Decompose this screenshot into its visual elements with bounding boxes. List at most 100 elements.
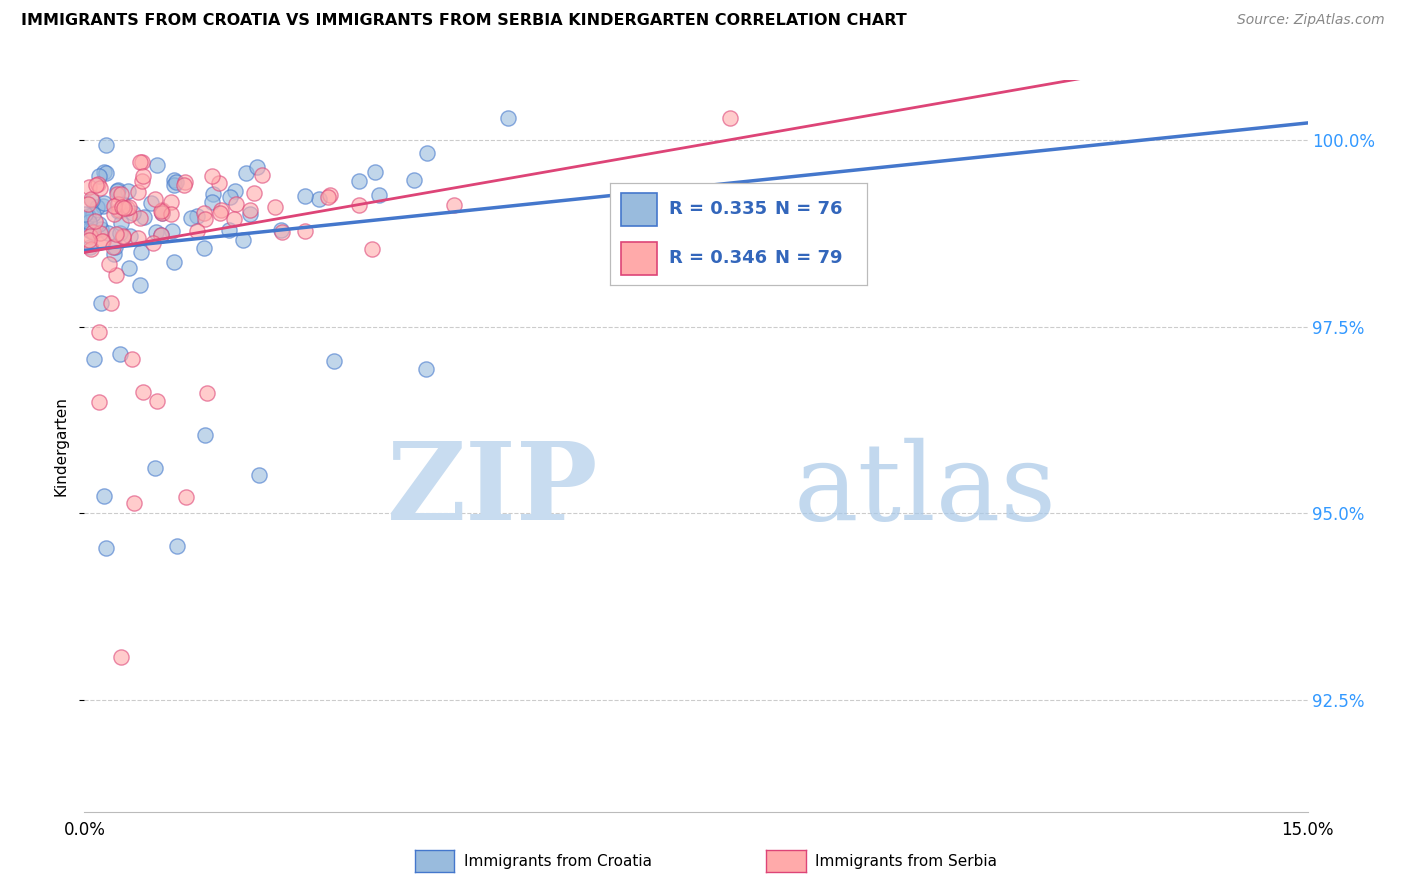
Point (294, 189, 316, 203)
Point (79, 228, 101, 243)
Text: Immigrants from Croatia: Immigrants from Croatia (464, 855, 652, 869)
Point (89, 169, 111, 183)
Point (118, 261, 141, 276)
Point (160, 223, 183, 237)
Point (128, 277, 150, 292)
Text: N = 79: N = 79 (775, 250, 842, 268)
Point (201, 169, 224, 183)
Point (84, 214, 107, 228)
Point (163, 173, 186, 187)
Point (163, 178, 186, 192)
Point (89, 181, 111, 195)
Point (404, 173, 426, 187)
Point (308, 192, 330, 206)
Point (443, 197, 465, 211)
Point (100, 296, 122, 310)
Point (132, 385, 155, 400)
Point (97, 257, 120, 271)
Point (107, 183, 129, 197)
Point (232, 233, 254, 247)
Text: N = 76: N = 76 (775, 201, 842, 219)
Point (142, 235, 165, 250)
Point (97, 226, 120, 240)
Point (121, 206, 143, 220)
Point (294, 225, 316, 239)
Point (201, 194, 224, 209)
Point (143, 460, 166, 475)
Point (118, 200, 141, 214)
Point (361, 243, 384, 257)
Point (94, 541, 117, 555)
Point (202, 187, 225, 202)
Point (718, 111, 741, 125)
Point (143, 192, 166, 206)
Point (117, 184, 139, 198)
Point (120, 228, 142, 243)
Point (364, 165, 387, 179)
Point (270, 223, 292, 237)
Point (79, 234, 101, 248)
Point (118, 208, 141, 222)
Point (132, 169, 155, 183)
Bar (620, 193, 657, 226)
Text: R = 0.346: R = 0.346 (669, 250, 768, 268)
Text: Source: ZipAtlas.com: Source: ZipAtlas.com (1237, 13, 1385, 28)
Point (322, 353, 344, 368)
Point (87, 326, 110, 340)
Point (247, 468, 270, 483)
Point (149, 228, 172, 243)
Point (83, 352, 105, 367)
Point (105, 184, 128, 198)
Bar (620, 242, 657, 275)
Point (82, 207, 104, 221)
Point (110, 216, 132, 230)
Point (87, 217, 110, 231)
Point (104, 239, 127, 253)
Point (75, 211, 97, 226)
Point (319, 188, 342, 202)
Point (105, 186, 128, 201)
Point (239, 202, 262, 217)
Point (80, 192, 103, 206)
Point (264, 200, 287, 214)
Text: ZIP: ZIP (387, 437, 598, 543)
Point (103, 199, 125, 213)
Point (211, 203, 233, 218)
Point (91, 199, 114, 213)
Point (149, 227, 172, 242)
Point (131, 174, 153, 188)
Point (225, 197, 247, 211)
Point (186, 209, 208, 223)
Point (107, 197, 129, 211)
Point (89, 226, 111, 240)
Text: Immigrants from Serbia: Immigrants from Serbia (815, 855, 997, 869)
Y-axis label: Kindergarten: Kindergarten (53, 396, 69, 496)
Point (141, 195, 163, 210)
Point (80, 242, 103, 256)
Point (149, 204, 172, 219)
Point (186, 224, 208, 238)
Text: R = 0.335: R = 0.335 (669, 201, 768, 219)
Point (124, 496, 146, 510)
Point (150, 206, 173, 220)
Point (129, 155, 152, 169)
Point (111, 200, 134, 214)
Point (112, 201, 135, 215)
Point (96, 166, 118, 180)
Point (80, 193, 103, 207)
Point (127, 185, 149, 199)
Point (121, 351, 143, 366)
Point (180, 211, 202, 225)
Point (87, 178, 110, 192)
Point (132, 210, 155, 224)
Point (146, 158, 169, 172)
Point (347, 174, 370, 188)
Point (93, 489, 115, 503)
Point (108, 347, 131, 361)
Point (129, 245, 152, 260)
Point (87, 395, 110, 409)
Point (193, 241, 215, 255)
Point (112, 228, 135, 243)
Point (349, 198, 371, 212)
Text: IMMIGRANTS FROM CROATIA VS IMMIGRANTS FROM SERBIA KINDERGARTEN CORRELATION CHART: IMMIGRANTS FROM CROATIA VS IMMIGRANTS FR… (21, 13, 907, 29)
